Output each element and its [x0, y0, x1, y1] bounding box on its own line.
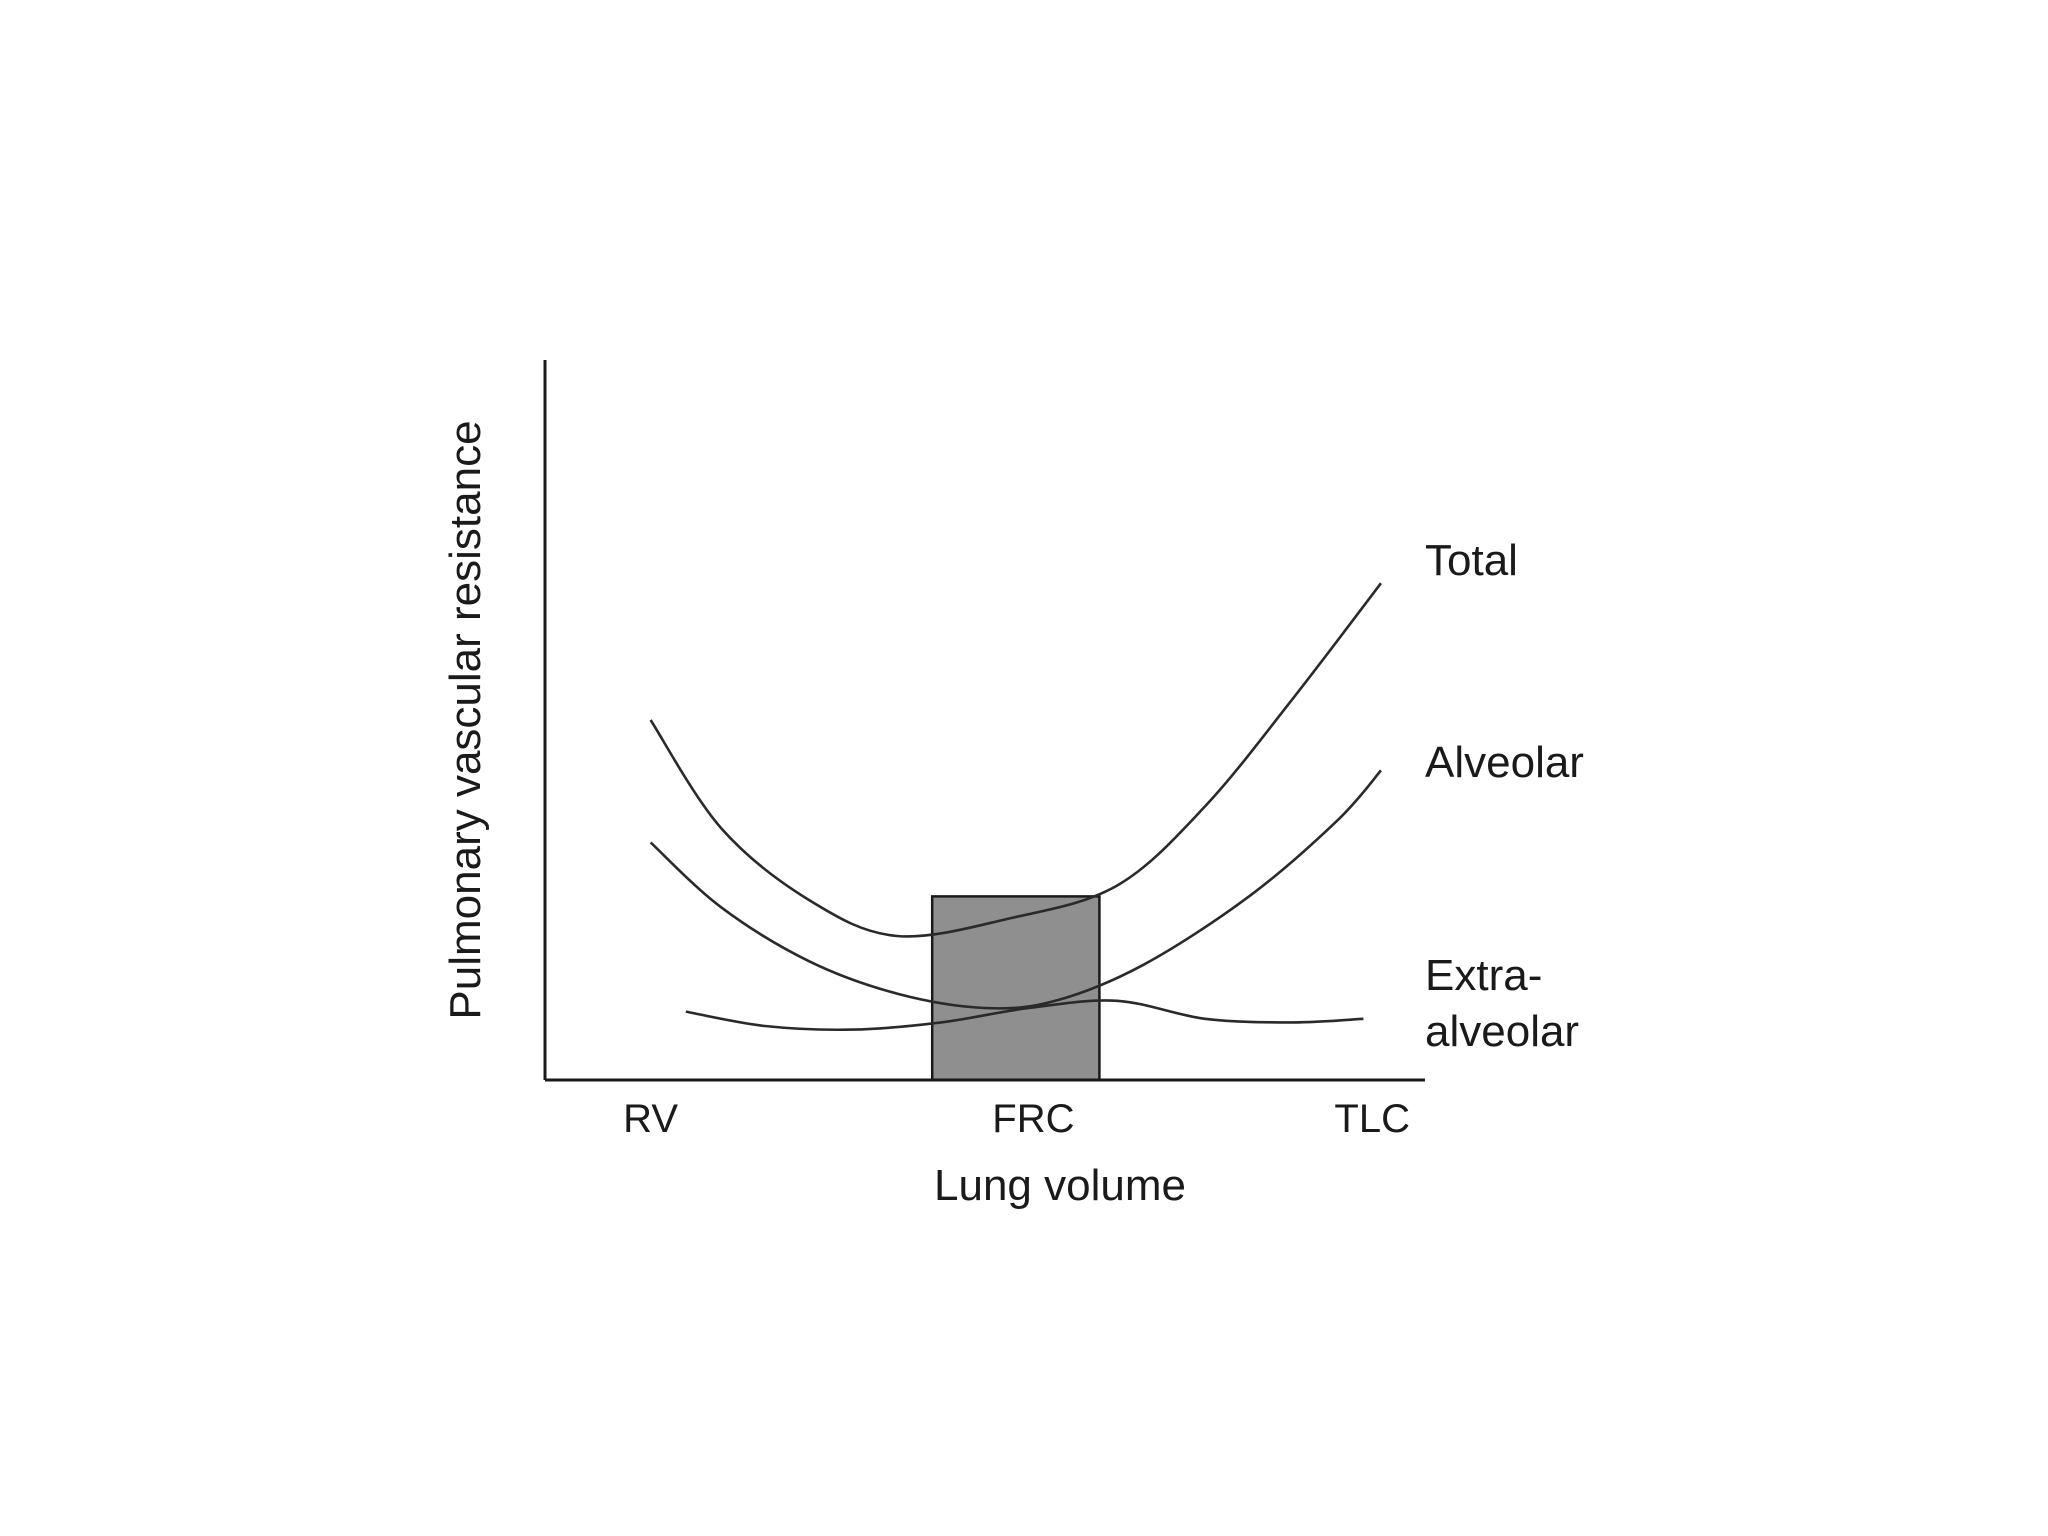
series-label-extra-alveolar: Extra-alveolar	[1425, 951, 1579, 1056]
x-axis-label: Lung volume	[934, 1161, 1186, 1210]
series-label-total: Total	[1425, 536, 1518, 585]
series-label-line: alveolar	[1425, 1007, 1579, 1056]
series-labels: Total Alveolar Extra-alveolar	[1425, 536, 1584, 1056]
series-line-total	[649, 582, 1383, 938]
series-line-alveolar	[649, 769, 1382, 1010]
x-tick-label-rv: RV	[623, 1097, 678, 1141]
series-line-extra-alveolar	[685, 999, 1364, 1032]
series-label-line: Total	[1425, 536, 1518, 585]
y-axis-label: Pulmonary vascular resistance	[441, 420, 490, 1019]
x-tick-label-frc: FRC	[992, 1097, 1074, 1141]
series-label-line: Extra-	[1425, 951, 1542, 1000]
series-label-line: Alveolar	[1425, 738, 1584, 787]
series-label-alveolar: Alveolar	[1425, 738, 1584, 787]
frc-highlight-band	[930, 895, 1101, 1082]
curves-group	[649, 582, 1383, 1032]
x-tick-labels: RV FRC TLC	[623, 1097, 1410, 1141]
x-tick-label-tlc: TLC	[1334, 1097, 1410, 1141]
